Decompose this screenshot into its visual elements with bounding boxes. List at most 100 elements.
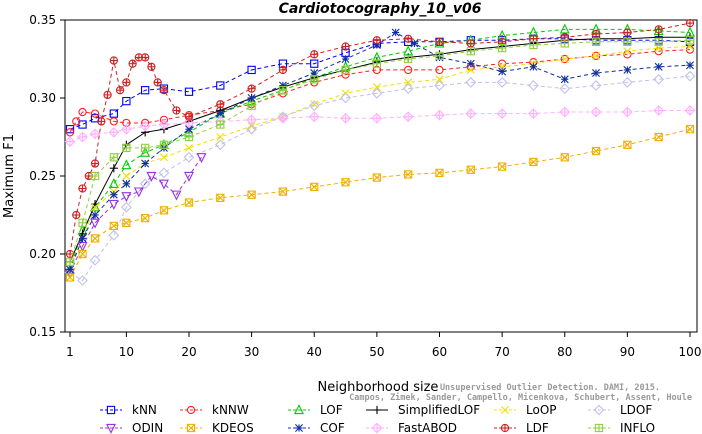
x-tick-label: 1 bbox=[66, 345, 74, 359]
y-tick-label: 0.20 bbox=[29, 247, 56, 261]
legend-label-cof: COF bbox=[320, 421, 345, 434]
point-cof bbox=[560, 75, 569, 84]
point-cof bbox=[109, 190, 118, 199]
point-cof bbox=[78, 234, 87, 243]
point-loop bbox=[91, 203, 100, 212]
point-kdeos bbox=[78, 249, 87, 259]
legend-label-loop: LoOP bbox=[526, 403, 557, 417]
point-ldf bbox=[184, 112, 194, 121]
point-ldof bbox=[89, 254, 101, 266]
point-fastabod bbox=[108, 126, 120, 138]
point-inflo bbox=[341, 65, 350, 75]
point-kdeos bbox=[184, 198, 194, 207]
legend-label-knn: kNN bbox=[132, 403, 157, 417]
point-ldof bbox=[308, 100, 320, 112]
point-inflo bbox=[466, 47, 475, 56]
point-ldof bbox=[139, 178, 151, 190]
point-kdeos bbox=[141, 213, 150, 223]
series-line-lof bbox=[69, 28, 691, 270]
point-loop bbox=[185, 143, 193, 152]
point-fastabod bbox=[559, 106, 571, 118]
point-ldf bbox=[591, 29, 601, 39]
point-ldof bbox=[590, 80, 602, 91]
point-ldf bbox=[103, 90, 112, 100]
point-ldof bbox=[246, 123, 257, 135]
point-ldof bbox=[371, 87, 383, 99]
x-tick-label: 10 bbox=[119, 345, 134, 359]
point-fastabod bbox=[465, 108, 477, 119]
series-layer bbox=[64, 18, 696, 286]
point-kdeos bbox=[497, 162, 507, 171]
point-ldf bbox=[90, 159, 100, 168]
series-line-kdeos bbox=[69, 128, 691, 278]
point-ldof bbox=[402, 83, 414, 95]
point-ldof bbox=[183, 151, 195, 163]
point-cof bbox=[592, 69, 601, 78]
x-tick-label: 30 bbox=[244, 345, 259, 359]
credit-line-2: Campos, Zimek, Sander, Campello, Micenko… bbox=[349, 392, 692, 403]
point-inflo bbox=[560, 39, 569, 48]
point-knn bbox=[109, 109, 118, 118]
point-ldf bbox=[115, 86, 125, 95]
x-tick-label: 70 bbox=[494, 345, 509, 359]
legend-label-odin: ODIN bbox=[132, 421, 163, 434]
point-knn bbox=[122, 96, 131, 106]
point-ldf bbox=[685, 18, 695, 28]
point-odin bbox=[121, 192, 132, 203]
x-tick-label: 100 bbox=[679, 345, 702, 359]
point-cof bbox=[686, 61, 694, 70]
point-cof bbox=[278, 81, 287, 90]
point-inflo bbox=[497, 43, 507, 53]
legend-marker-odin bbox=[106, 423, 116, 434]
legend-marker-loop bbox=[501, 406, 509, 414]
point-kdeos bbox=[159, 206, 169, 215]
point-inflo bbox=[184, 132, 194, 142]
point-lof bbox=[434, 37, 445, 48]
point-lof bbox=[140, 146, 151, 157]
point-cof bbox=[247, 94, 256, 102]
point-fastabod bbox=[621, 106, 633, 118]
point-inflo bbox=[78, 218, 87, 227]
point-ldf bbox=[147, 62, 156, 71]
point-ldf bbox=[404, 34, 413, 43]
y-tick-label: 0.15 bbox=[29, 325, 56, 339]
point-kdeos bbox=[623, 140, 632, 149]
point-ldf bbox=[654, 25, 663, 34]
point-loop bbox=[372, 83, 381, 92]
legend-marker-fastabod bbox=[371, 422, 383, 434]
point-cof bbox=[66, 265, 74, 274]
point-cof bbox=[91, 211, 100, 219]
point-ldf bbox=[153, 78, 162, 87]
point-lof bbox=[559, 23, 570, 34]
point-knnw bbox=[72, 117, 81, 126]
legend-marker-simplifiedlof bbox=[372, 405, 382, 415]
point-ldof bbox=[434, 80, 445, 91]
point-ldf bbox=[623, 28, 632, 37]
point-knnw bbox=[435, 65, 444, 75]
point-lof bbox=[121, 159, 132, 170]
legend-label-kdeos: KDEOS bbox=[212, 421, 254, 434]
credit-line-1: Unsupervised Outlier Detection. DAMI, 20… bbox=[440, 382, 660, 393]
point-fastabod bbox=[89, 128, 101, 140]
point-simplifiedlof bbox=[109, 164, 118, 173]
point-ldf bbox=[172, 106, 181, 115]
legend-marker-cof bbox=[295, 424, 303, 432]
point-ldf bbox=[78, 184, 87, 193]
point-kdeos bbox=[560, 153, 569, 162]
point-ldof bbox=[653, 73, 665, 85]
point-loop bbox=[404, 78, 413, 87]
point-cof bbox=[410, 39, 419, 48]
x-tick-label: 40 bbox=[307, 345, 322, 359]
y-axis: 0.15 0.20 0.25 0.30 0.35 bbox=[29, 13, 65, 339]
point-odin bbox=[146, 171, 157, 182]
point-ldof bbox=[120, 201, 132, 213]
point-kdeos bbox=[90, 234, 100, 243]
point-fastabod bbox=[684, 105, 696, 116]
x-tick-label: 60 bbox=[432, 345, 447, 359]
point-ldf bbox=[372, 36, 382, 45]
y-tick-label: 0.35 bbox=[29, 13, 56, 27]
point-knnw bbox=[404, 65, 413, 75]
point-cof bbox=[216, 109, 225, 118]
legend-marker-inflo bbox=[594, 423, 604, 433]
point-cof bbox=[141, 159, 150, 168]
